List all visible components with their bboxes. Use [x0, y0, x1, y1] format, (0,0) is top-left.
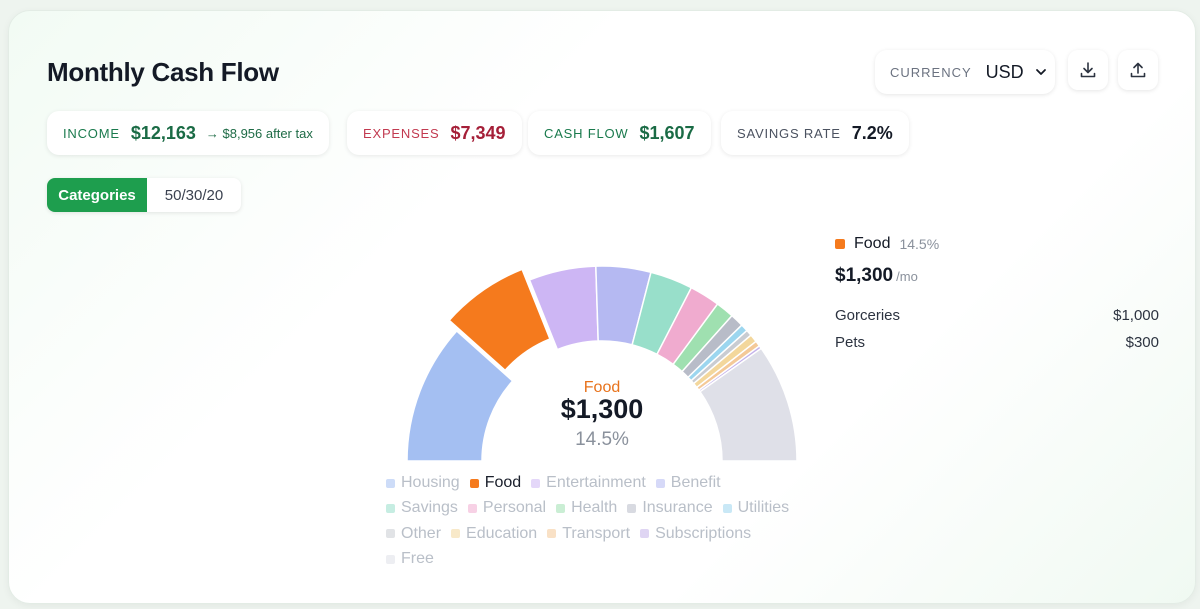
share-button[interactable] [1118, 50, 1158, 90]
cashflow-stat: CASH FLOW $1,607 [528, 111, 711, 155]
legend-item-health[interactable]: Health [556, 496, 617, 521]
legend-item-entertainment[interactable]: Entertainment [531, 471, 646, 496]
legend-item-utilities[interactable]: Utilities [722, 496, 790, 521]
detail-line-item: Gorceries $1,000 [835, 302, 1159, 329]
income-value: $12,163 [130, 122, 196, 143]
legend-swatch [386, 554, 395, 564]
legend-item-transport[interactable]: Transport [547, 522, 630, 547]
legend-swatch [386, 504, 395, 513]
savings-rate-value: 7.2% [851, 122, 893, 143]
detail-line-label: Gorceries [835, 307, 901, 324]
legend-label: Education [466, 524, 538, 542]
slice-housing[interactable] [406, 329, 514, 462]
slice-food[interactable] [448, 268, 551, 372]
center-category-label: Food [584, 379, 620, 396]
legend-swatch [556, 504, 566, 513]
legend-swatch [722, 504, 732, 513]
detail-amount-period: /mo [896, 269, 918, 284]
legend-swatch [451, 529, 461, 539]
legend-label: Personal [482, 499, 547, 517]
download-button[interactable] [1068, 50, 1108, 90]
savings-rate-stat: SAVINGS RATE 7.2% [721, 111, 909, 155]
legend-label: Housing [401, 474, 460, 491]
savings-rate-label: SAVINGS RATE [737, 125, 841, 141]
slice-free[interactable] [698, 347, 798, 462]
currency-value: USD [985, 61, 1024, 82]
income-stat: INCOME $12,163 → $8,956 after tax [47, 111, 329, 155]
legend-label: Food [484, 474, 522, 491]
detail-category-percent: 14.5% [899, 236, 940, 252]
chevron-down-icon [1035, 69, 1046, 75]
legend-item-benefit[interactable]: Benefit [655, 471, 721, 496]
legend-row: Free [386, 547, 826, 572]
legend-label: Entertainment [546, 474, 646, 491]
legend-item-education[interactable]: Education [451, 522, 537, 547]
legend-row: Savings Personal Health Insurance Utilities [386, 496, 826, 521]
legend-item-free[interactable]: Free [386, 547, 434, 572]
legend-label: Savings [401, 499, 458, 517]
income-after-tax: → $8,956 after tax [205, 125, 313, 141]
view-toggle: Categories 50/30/20 [47, 178, 241, 212]
legend-swatch [386, 478, 395, 488]
legend-item-savings[interactable]: Savings [386, 496, 458, 521]
detail-line-value: $300 [1125, 334, 1159, 351]
currency-select[interactable]: CURRENCY USD [875, 50, 1055, 94]
legend-swatch [467, 504, 477, 513]
legend-item-other[interactable]: Other [386, 522, 441, 547]
category-color-swatch [835, 239, 845, 249]
legend-label: Health [571, 499, 618, 517]
legend-item-insurance[interactable]: Insurance [627, 496, 713, 521]
legend-label: Insurance [642, 499, 713, 517]
legend-item-housing[interactable]: Housing [386, 471, 460, 496]
center-amount: $1,300 [561, 394, 644, 424]
download-icon [1080, 62, 1096, 78]
legend-swatch [469, 478, 479, 488]
legend-swatch [531, 478, 541, 488]
detail-line-value: $1,000 [1113, 307, 1159, 324]
legend-item-subscriptions[interactable]: Subscriptions [640, 522, 751, 547]
legend-row: Housing Food Entertainment Benefit [386, 471, 826, 496]
detail-category-name: Food [854, 235, 891, 252]
toggle-categories[interactable]: Categories [47, 178, 147, 212]
expenses-label: EXPENSES [363, 125, 440, 141]
chart-legend: Housing Food Entertainment Benefit Savings Pe… [386, 471, 826, 572]
legend-label: Subscriptions [655, 524, 752, 542]
legend-label: Transport [562, 524, 631, 542]
category-detail-panel: Food 14.5% $1,300 /mo Gorceries $1,000 Pet… [835, 235, 1159, 356]
expenses-value: $7,349 [450, 122, 506, 143]
income-label: INCOME [63, 125, 120, 141]
center-percent: 14.5% [575, 429, 629, 450]
legend-label: Free [401, 549, 434, 567]
currency-label: CURRENCY [890, 64, 972, 80]
detail-line-item: Pets $300 [835, 329, 1159, 356]
legend-label: Benefit [670, 474, 721, 491]
expenses-stat: EXPENSES $7,349 [347, 111, 522, 155]
legend-swatch [627, 504, 637, 513]
legend-item-food[interactable]: Food [469, 471, 522, 496]
upload-icon [1130, 62, 1146, 78]
spending-semi-donut-chart: Food $1,300 14.5% [406, 265, 798, 462]
detail-amount: $1,300 [835, 265, 894, 286]
legend-swatch [547, 529, 557, 539]
toggle-50-30-20[interactable]: 50/30/20 [164, 186, 224, 204]
cashflow-value: $1,607 [639, 122, 695, 143]
legend-swatch [640, 529, 650, 539]
legend-item-personal[interactable]: Personal [467, 496, 547, 521]
legend-label: Other [401, 524, 442, 542]
legend-swatch [655, 478, 665, 488]
legend-label: Utilities [737, 499, 790, 517]
page-title: Monthly Cash Flow [47, 57, 279, 87]
legend-row: Other Education Transport Subscriptions [386, 522, 826, 547]
cashflow-label: CASH FLOW [544, 125, 629, 141]
legend-swatch [386, 529, 395, 539]
detail-line-label: Pets [835, 334, 866, 351]
